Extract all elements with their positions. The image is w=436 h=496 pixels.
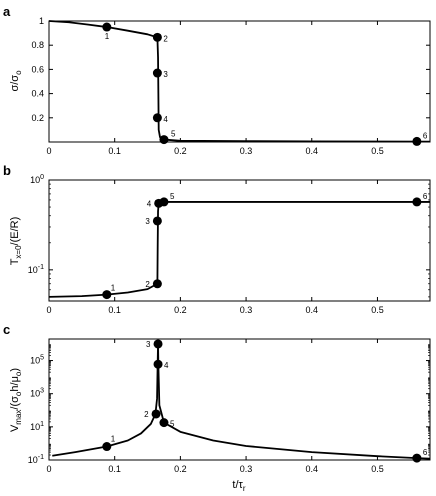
- panel-a-point-label-1: 1: [105, 32, 110, 41]
- panel-b-point-3: [152, 216, 162, 226]
- panel-a-x-tick-label: 0.4: [306, 146, 319, 156]
- panel-b-frame: [48, 179, 431, 302]
- panel-c-point-6: [412, 453, 422, 463]
- panel-c-y-tick-label: 10-1: [28, 454, 44, 465]
- panel-c-x-tick-label: 0.4: [306, 464, 319, 474]
- panel-c-point-5: [159, 418, 169, 428]
- panel-c-point-label-5: 5: [170, 420, 175, 429]
- x-axis-label: t/τr: [232, 479, 245, 493]
- panel-b-point-5: [159, 197, 169, 207]
- panel-a-y-tick-label: 1: [39, 16, 44, 26]
- panel-b-point-label-2: 2: [145, 280, 150, 289]
- panel-a-point-label-4: 4: [163, 115, 168, 124]
- panel-c-curve: [157, 343, 431, 460]
- panel-a-point-3: [152, 68, 162, 78]
- panel-a-x-tick-label: 0: [46, 146, 51, 156]
- panel-a-point-label-6: 6: [423, 131, 428, 140]
- panel-b-x-tick-label: 0.1: [108, 305, 121, 315]
- panel-a-point-5: [159, 135, 169, 145]
- panel-a-point-label-2: 2: [163, 34, 168, 43]
- panel-letter-b: b: [3, 163, 11, 178]
- panel-c-point-label-4: 4: [164, 361, 169, 370]
- panel-c-point-label-6: 6: [423, 448, 428, 457]
- panel-c-frame: [48, 338, 431, 461]
- panel-a-y-tick-label: 0.6: [31, 64, 44, 74]
- panel-a-y-tick-label: 0.4: [31, 89, 44, 99]
- panel-b-curve: [48, 201, 430, 298]
- tick-layer: 0 0.1 0.2 0.3 0.4 0.5 1 0.8 0.6 0.4 0.2 0 0.1 0.2 0.3 0…: [28, 16, 430, 474]
- panel-c-y-tick-label: 105: [30, 355, 44, 366]
- panel-a-x-tick-label: 0.1: [108, 146, 121, 156]
- panel-b-point-label-3: 3: [145, 217, 150, 226]
- panel-c-curve: [52, 343, 159, 457]
- panel-c-y-tick-label: 101: [30, 421, 44, 432]
- panel-a-x-tick-label: 0.3: [240, 146, 253, 156]
- panel-a-y-tick-label: 0.8: [31, 40, 44, 50]
- panel-a-point-2: [152, 32, 162, 42]
- panel-c-point-1: [102, 442, 112, 452]
- panel-letter-a: a: [3, 4, 11, 19]
- panel-b-point-label-5: 5: [170, 192, 175, 201]
- panel-a-point-1: [102, 22, 112, 32]
- panel-c-ylabel: Vmax/(σoh/μo): [9, 368, 23, 432]
- curve-layer: [48, 20, 431, 460]
- panel-c-point-label-1: 1: [111, 435, 116, 444]
- panel-a-point-label-3: 3: [163, 70, 168, 79]
- panel-c-point-label-2: 2: [144, 410, 149, 419]
- panel-b-ylabel: Tx=0/(E/R): [9, 217, 23, 266]
- panel-b-point-2: [152, 279, 162, 289]
- panel-a-point-4: [152, 113, 162, 123]
- panel-c-y-tick-label: 103: [30, 388, 44, 399]
- panel-a-point-6: [412, 136, 422, 146]
- panel-b-point-label-4: 4: [147, 199, 152, 208]
- panel-b-point-label-1: 1: [111, 284, 116, 293]
- panel-b-y-tick-label: 10-1: [28, 264, 44, 275]
- panel-b-point-1: [102, 290, 112, 300]
- panel-c-x-tick-label: 0: [46, 464, 51, 474]
- panel-c-point-label-3: 3: [146, 340, 151, 349]
- panel-a-y-tick-label: 0.2: [31, 113, 44, 123]
- panel-b-x-tick-label: 0: [46, 305, 51, 315]
- panel-c-point-2: [151, 409, 161, 419]
- panel-b-x-tick-label: 0.4: [306, 305, 319, 315]
- panel-c-point-4: [153, 359, 163, 369]
- panel-b-point-label-6: 6: [423, 192, 428, 201]
- panel-letter-c: c: [3, 322, 10, 337]
- panel-a-curve: [48, 20, 431, 143]
- panel-b-x-tick-label: 0.5: [371, 305, 384, 315]
- panel-b-y-tick-label: 100: [30, 174, 44, 185]
- panel-c-x-tick-label: 0.5: [371, 464, 384, 474]
- panel-c-x-tick-label: 0.3: [240, 464, 253, 474]
- panel-b-point-6: [412, 197, 422, 207]
- panel-c-x-tick-label: 0.2: [174, 464, 187, 474]
- panel-a-ylabel: σ/σo: [9, 70, 23, 92]
- panel-a-x-tick-label: 0.2: [174, 146, 187, 156]
- panel-a-x-tick-label: 0.5: [371, 146, 384, 156]
- panel-b-x-tick-label: 0.2: [174, 305, 187, 315]
- panel-c-point-3: [153, 339, 163, 349]
- panel-b-x-tick-label: 0.3: [240, 305, 253, 315]
- panel-a-point-label-5: 5: [171, 130, 176, 139]
- panel-c-x-tick-label: 0.1: [108, 464, 121, 474]
